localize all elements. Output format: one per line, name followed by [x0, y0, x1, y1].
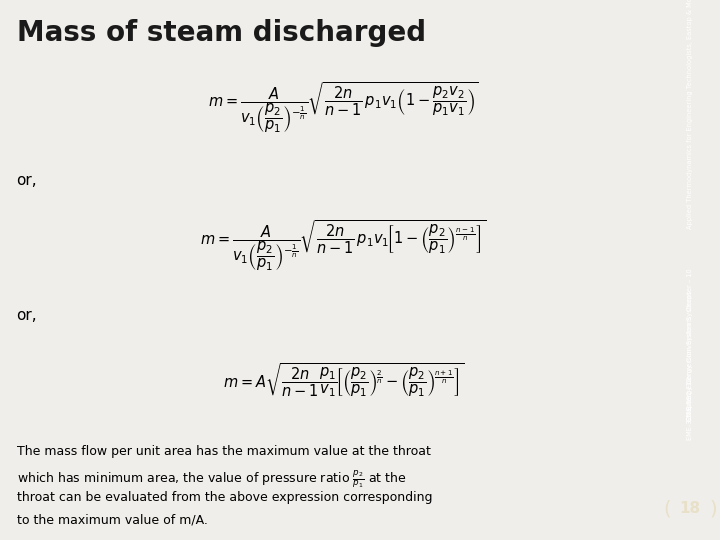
Text: Chapter – 10: Chapter – 10 — [687, 376, 693, 421]
Text: (: ( — [664, 500, 671, 518]
Text: 18: 18 — [680, 502, 701, 516]
Text: or,: or, — [17, 173, 37, 188]
Text: Mass of steam discharged: Mass of steam discharged — [17, 19, 426, 47]
Text: throat can be evaluated from the above expression corresponding: throat can be evaluated from the above e… — [17, 491, 432, 504]
Text: $m = \dfrac{A}{v_1 \left(\dfrac{p_2}{p_1}\right)^{-\frac{1}{n}}}\sqrt{\dfrac{2n}: $m = \dfrac{A}{v_1 \left(\dfrac{p_2}{p_1… — [200, 219, 487, 273]
Text: EME-322 Energy Conversion Systems: EME-322 Energy Conversion Systems — [687, 291, 693, 421]
Text: Applied Thermodynamics for Engineering Technologists, Eastop & McConkey: Applied Thermodynamics for Engineering T… — [687, 0, 693, 230]
Text: $m = \dfrac{A}{v_1 \left(\dfrac{p_2}{p_1}\right)^{-\frac{1}{n}}}\sqrt{\dfrac{2n}: $m = \dfrac{A}{v_1 \left(\dfrac{p_2}{p_1… — [208, 81, 479, 135]
Text: ): ) — [709, 500, 716, 518]
Text: to the maximum value of m/A.: to the maximum value of m/A. — [17, 514, 207, 526]
Text: or,: or, — [17, 308, 37, 323]
Text: EME-322 Energy Conversion Systems: EME-322 Energy Conversion Systems — [687, 315, 693, 440]
Text: which has minimum area, the value of pressure ratio $\frac{p_2}{p_1}$ at the: which has minimum area, the value of pre… — [17, 468, 406, 490]
Text: Chapter – 10: Chapter – 10 — [687, 268, 693, 310]
Text: $m = A\sqrt{\dfrac{2n}{n-1}\dfrac{p_1}{v_1}\!\left[\left(\dfrac{p_2}{p_1}\right): $m = A\sqrt{\dfrac{2n}{n-1}\dfrac{p_1}{v… — [222, 362, 464, 399]
Text: The mass flow per unit area has the maximum value at the throat: The mass flow per unit area has the maxi… — [17, 446, 431, 458]
